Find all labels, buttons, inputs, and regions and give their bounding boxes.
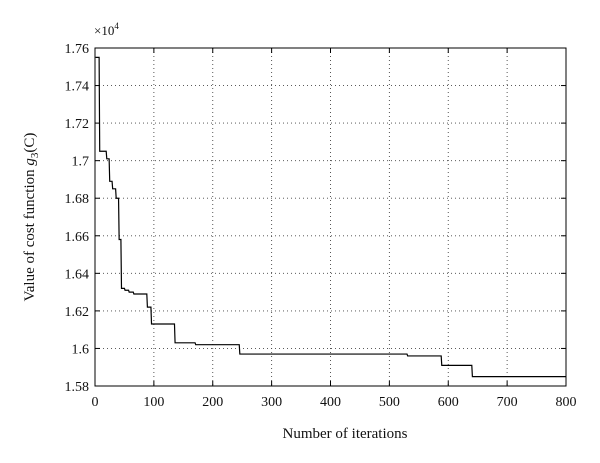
y-tick-label: 1.58 (65, 380, 90, 395)
x-tick-label: 0 (92, 395, 99, 410)
y-axis-label: Value of cost function g3(C) (22, 133, 41, 302)
y-tick-label: 1.7 (72, 155, 90, 170)
y-axis-label-argument: (C) (22, 133, 38, 153)
x-tick-label: 600 (438, 395, 459, 410)
y-tick-label: 1.62 (65, 305, 90, 320)
series-line (95, 56, 566, 378)
y-tick-labels: 1.58 1.6 1.62 1.64 1.66 1.68 1.7 1.72 1.74 1.76 (65, 42, 90, 395)
x-axis-label: Number of iterations (283, 426, 408, 442)
y-axis-label-symbol: g (22, 158, 38, 166)
y-tick-label: 1.6 (72, 342, 90, 357)
y-axis-label-text: Value of cost function (22, 169, 38, 302)
y-multiplier-exponent: 4 (114, 21, 119, 31)
y-tick-label: 1.68 (65, 192, 90, 207)
x-tick-label: 800 (556, 395, 577, 410)
y-axis-label-subscript: 3 (29, 152, 41, 158)
y-axis-multiplier: ×104 (94, 21, 119, 38)
y-multiplier-base: ×10 (94, 23, 114, 38)
x-tick-label: 200 (202, 395, 223, 410)
x-tick-labels: 0 100 200 300 400 500 600 700 800 (92, 395, 577, 410)
axis-ticks (94, 47, 567, 387)
y-tick-label: 1.64 (65, 267, 90, 282)
y-tick-label: 1.72 (65, 117, 90, 132)
x-tick-label: 400 (320, 395, 341, 410)
x-tick-label: 300 (261, 395, 282, 410)
y-tick-label: 1.76 (65, 42, 90, 57)
x-tick-label: 100 (143, 395, 164, 410)
grid-lines (95, 48, 566, 386)
x-tick-label: 700 (497, 395, 518, 410)
y-tick-label: 1.66 (65, 230, 90, 245)
y-tick-label: 1.74 (65, 80, 90, 95)
x-tick-label: 500 (379, 395, 400, 410)
